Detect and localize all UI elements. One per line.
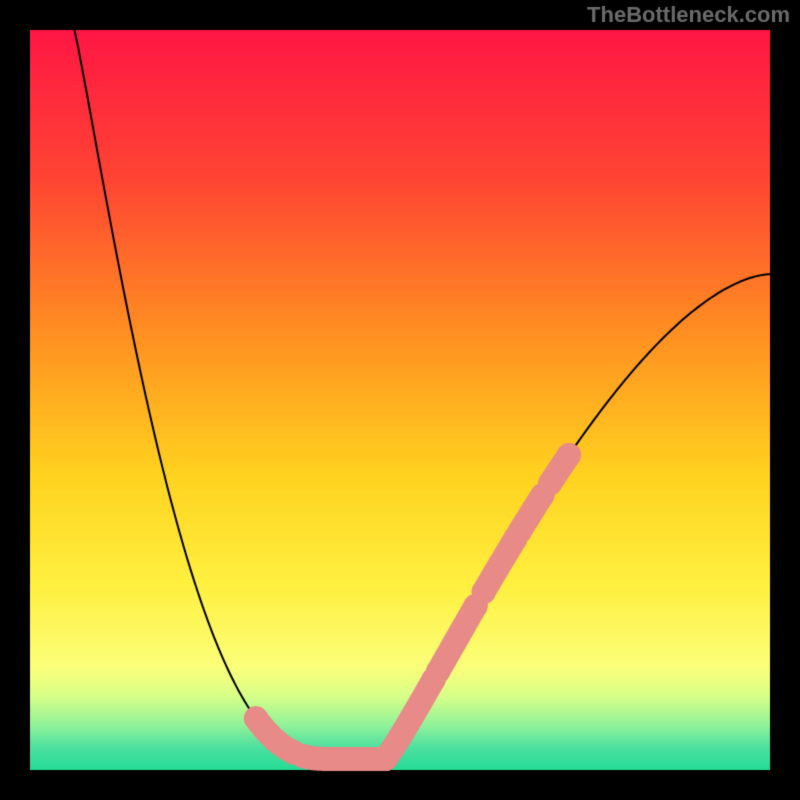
bottleneck-chart <box>0 0 800 800</box>
